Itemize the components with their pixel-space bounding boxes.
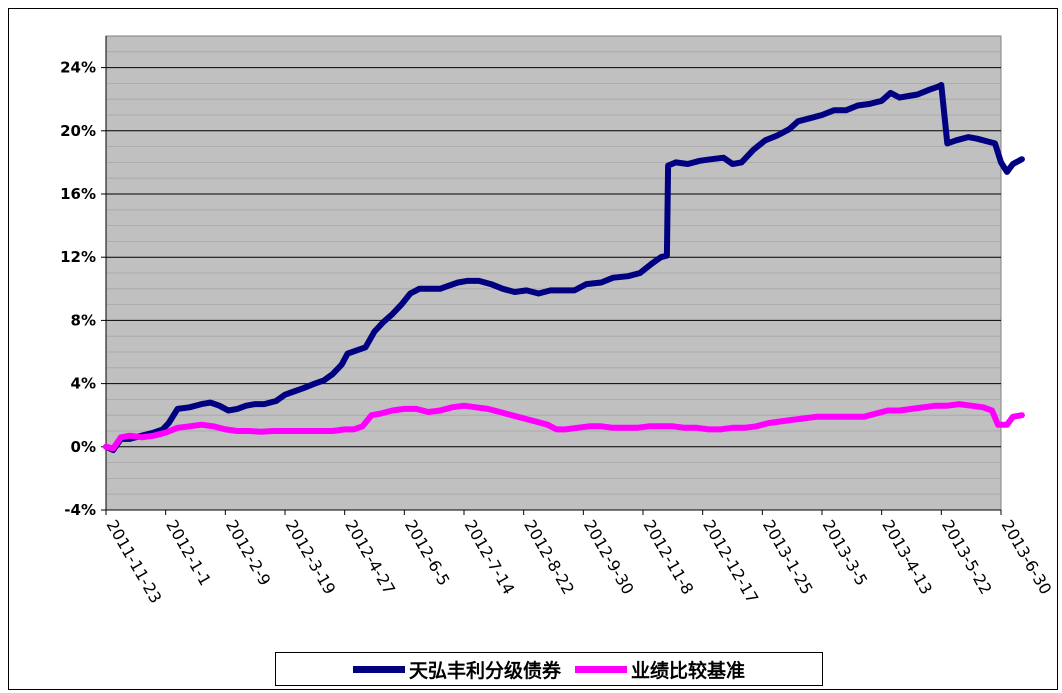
x-tick-label: 2013-3-5 xyxy=(819,517,872,589)
y-tick-label: 4% xyxy=(71,375,96,393)
legend-label-series-2: 业绩比较基准 xyxy=(631,659,746,682)
x-tick-label: 2012-7-14 xyxy=(461,517,519,598)
y-tick-label: 0% xyxy=(71,438,96,456)
legend-swatch-series-1 xyxy=(352,665,405,673)
x-tick-label: 2013-1-25 xyxy=(759,517,817,598)
y-tick-label: 12% xyxy=(60,248,96,266)
series-line-2 xyxy=(103,401,1025,452)
series-lines xyxy=(103,82,1025,453)
x-tick-label: 2012-3-19 xyxy=(282,517,340,598)
x-tick-label: 2012-12-17 xyxy=(699,517,762,607)
y-axis: -4% 0% 4% 8% 12% 16% 20% 24% xyxy=(60,36,107,519)
x-tick-label: 2012-9-30 xyxy=(580,517,638,598)
legend-label-series-1: 天弘丰利分级债券 xyxy=(408,659,561,682)
y-tick-label: 16% xyxy=(60,185,96,203)
grid-lines xyxy=(106,51,1001,495)
x-tick-label: 2012-2-9 xyxy=(222,517,275,589)
y-tick-label: -4% xyxy=(64,501,96,519)
legend: 天弘丰利分级债券 业绩比较基准 xyxy=(275,652,823,686)
x-tick-label: 2013-4-13 xyxy=(878,517,936,598)
x-tick-label: 2013-6-30 xyxy=(998,517,1056,598)
x-tick-label: 2013-5-22 xyxy=(938,517,996,598)
series-line-1 xyxy=(103,82,1025,453)
x-tick-label: 2011-11-23 xyxy=(103,517,166,607)
y-tick-label: 20% xyxy=(60,122,96,140)
y-tick-label: 8% xyxy=(71,311,96,329)
x-tick-label: 2012-11-8 xyxy=(640,517,698,598)
x-tick-label: 2012-1-1 xyxy=(162,517,215,589)
legend-item-series-1: 天弘丰利分级债券 xyxy=(352,656,561,683)
y-tick-label: 24% xyxy=(60,59,96,77)
legend-swatch-series-2 xyxy=(575,665,627,673)
x-tick-label: 2012-8-22 xyxy=(520,517,578,598)
x-tick-label: 2012-4-27 xyxy=(341,517,399,598)
x-tick-label: 2012-6-5 xyxy=(401,517,454,589)
legend-item-series-2: 业绩比较基准 xyxy=(575,656,745,683)
